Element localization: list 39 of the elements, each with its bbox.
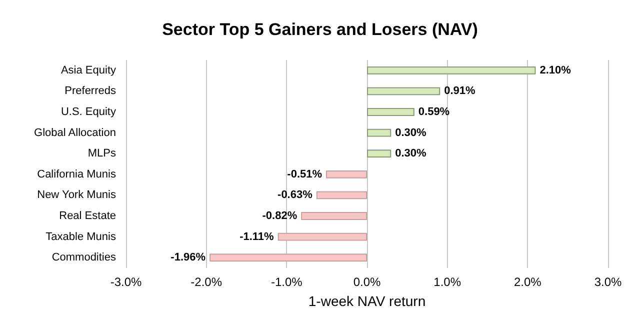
data-label: 0.30% (395, 148, 427, 160)
x-tick-label: -3.0% (110, 275, 142, 289)
x-tick-label: -2.0% (190, 275, 222, 289)
bar (278, 232, 367, 241)
bar (301, 212, 367, 220)
y-tick-label: Asia Equity (60, 64, 116, 76)
y-tick-label: Real Estate (59, 210, 116, 222)
bar (367, 108, 414, 116)
y-tick-label: MLPs (88, 148, 116, 160)
x-tick-label: 1.0% (434, 275, 462, 289)
bar (367, 128, 392, 137)
data-label: -1.11% (240, 230, 274, 243)
x-tick-label: 3.0% (594, 275, 622, 289)
bar (367, 87, 440, 96)
chart-title: Sector Top 5 Gainers and Losers (NAV) (162, 20, 478, 39)
x-tick-label: 0.0% (353, 275, 381, 289)
data-label: 0.91% (444, 85, 476, 98)
data-label: 0.59% (418, 106, 450, 118)
data-label: -0.51% (287, 168, 322, 180)
y-tick-label: California Munis (37, 168, 116, 180)
x-tick-label: -1.0% (270, 275, 303, 289)
y-tick-label: Taxable Munis (46, 230, 116, 243)
bar (210, 254, 367, 262)
bar (367, 150, 392, 158)
data-label: -1.96% (170, 252, 206, 264)
bar (326, 170, 367, 178)
y-tick-label: U.S. Equity (60, 106, 116, 118)
y-tick-label: Preferreds (64, 85, 116, 98)
x-tick-label: 2.0% (514, 275, 542, 289)
y-tick-label: Global Allocation (34, 126, 116, 139)
y-tick-label: New York Munis (37, 189, 116, 202)
bar (367, 66, 536, 74)
data-label: 2.10% (540, 64, 572, 76)
data-label: -0.82% (262, 210, 298, 222)
data-label: -0.63% (278, 189, 313, 202)
data-label: 0.30% (395, 126, 427, 139)
bar (316, 191, 367, 200)
x-axis-title: 1-week NAV return (308, 293, 426, 309)
y-tick-label: Commodities (52, 252, 116, 264)
